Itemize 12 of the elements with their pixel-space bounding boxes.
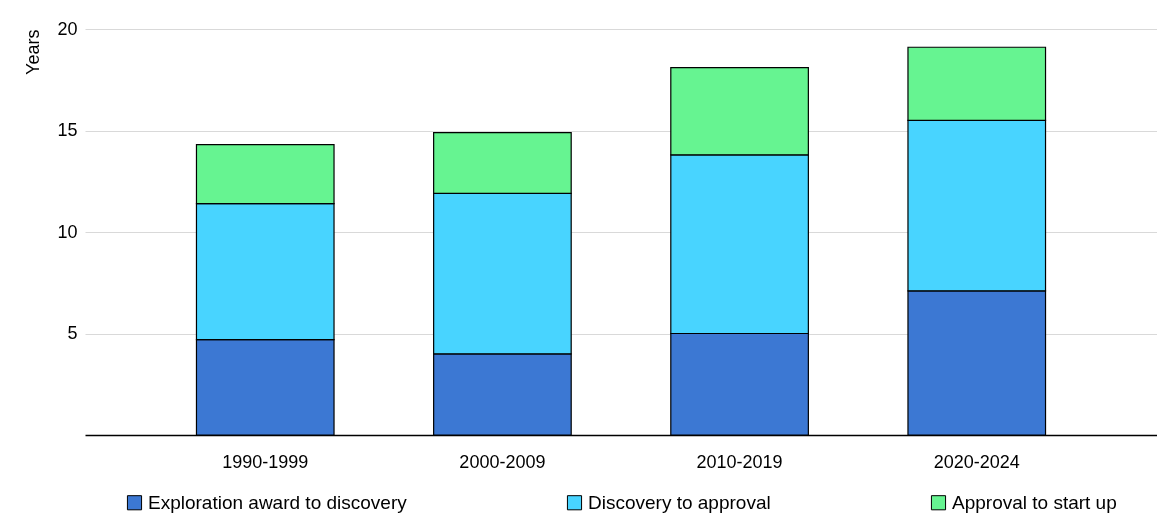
legend-label: Discovery to approval [588, 491, 771, 513]
x-tick-label: 2000-2009 [459, 451, 546, 472]
x-tick-label: 2020-2024 [933, 451, 1020, 472]
x-tick-label: 2010-2019 [696, 451, 783, 472]
y-axis-title: Years [23, 29, 44, 75]
legend-label: Exploration award to discovery [148, 491, 408, 513]
y-tick-label: 20 [57, 18, 78, 39]
y-tick-label: 5 [67, 323, 78, 343]
legend-label: Approval to start up [952, 491, 1117, 513]
y-tick-label: 10 [57, 221, 78, 242]
y-tick-label: 15 [57, 120, 78, 140]
x-tick-label: 1990-1999 [222, 451, 309, 472]
